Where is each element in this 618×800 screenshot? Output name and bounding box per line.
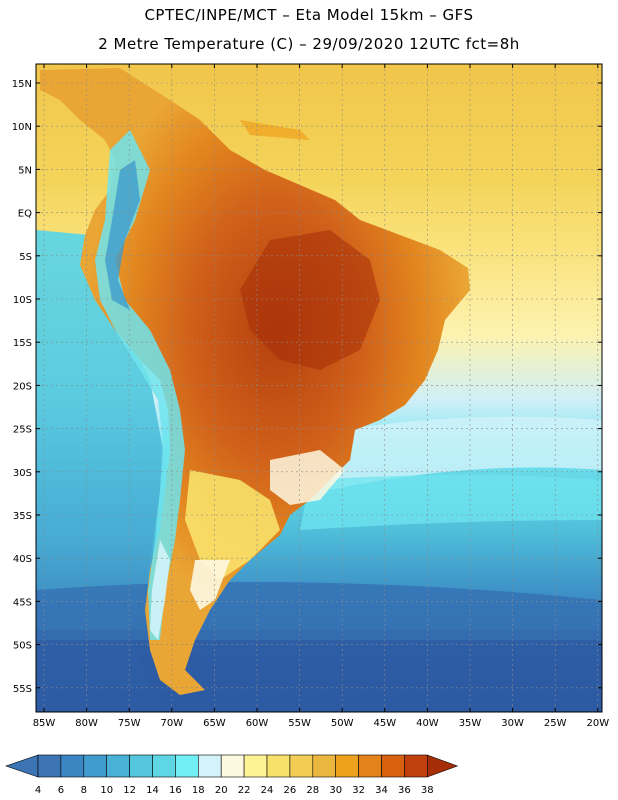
- colorbar-arrow-right: [426, 754, 459, 778]
- lat-label: 45S: [13, 597, 32, 608]
- lat-label: 10N: [12, 122, 32, 133]
- colorbar-tick-label: 10: [100, 785, 113, 796]
- continent-landmass: [40, 68, 470, 695]
- map-title-line2: 2 Metre Temperature (C) – 29/09/2020 12U…: [98, 35, 520, 53]
- colorbar-segment: [175, 754, 199, 778]
- lon-label: 70W: [160, 718, 183, 729]
- colorbar-segment: [106, 754, 130, 778]
- lat-label: 5S: [19, 252, 32, 263]
- colorbar-segment: [220, 754, 245, 778]
- lat-label: 55S: [13, 684, 32, 695]
- colorbar-segment: [289, 754, 314, 778]
- map-frame: [35, 63, 603, 713]
- map-field: [36, 64, 602, 712]
- colorbar-tick-label: 34: [375, 785, 388, 796]
- colorbar-tick-label: 28: [306, 785, 319, 796]
- colorbar-tick-label: 8: [81, 785, 87, 796]
- colorbar-segment: [83, 754, 108, 778]
- lon-label: 20W: [586, 718, 609, 729]
- colorbar-segment: [243, 754, 268, 778]
- lat-label: 10S: [13, 295, 32, 306]
- lon-label: 55W: [288, 718, 311, 729]
- lat-label: 30S: [13, 468, 32, 479]
- lat-label: EQ: [18, 209, 32, 220]
- colorbar-tick-label: 24: [261, 785, 274, 796]
- colorbar-tick-label: 14: [146, 785, 159, 796]
- colorbar-tick-label: 30: [329, 785, 342, 796]
- colorbar-tick-label: 26: [284, 785, 297, 796]
- lon-label: 40W: [416, 718, 439, 729]
- lon-label: 50W: [331, 718, 354, 729]
- colorbar-segment: [381, 754, 405, 778]
- colorbar-segment: [404, 754, 428, 778]
- colorbar-tick-label: 20: [215, 785, 228, 796]
- lon-label: 25W: [544, 718, 567, 729]
- colorbar: 4 6 8 10 12 14 16 18 20 22 24 26 28 30 32 34 36 38: [5, 754, 459, 796]
- colorbar-tick-label: 12: [123, 785, 136, 796]
- lat-label: 40S: [13, 554, 32, 565]
- colorbar-tick-label: 16: [169, 785, 182, 796]
- colorbar-tick-label: 22: [238, 785, 251, 796]
- lon-label: 35W: [459, 718, 482, 729]
- lat-label: 20S: [13, 381, 32, 392]
- lat-label: 15N: [12, 79, 32, 90]
- colorbar-tick-label: 18: [192, 785, 205, 796]
- colorbar-segment: [60, 754, 85, 778]
- lon-label: 85W: [33, 718, 56, 729]
- colorbar-segment: [266, 754, 291, 778]
- lat-label: 50S: [13, 641, 32, 652]
- latitude-axis: 15N 10N 5N EQ 5S 10S 15S 20S 25S 30S 35S 40S 45S 50S 5…: [12, 79, 602, 695]
- lon-label: 60W: [246, 718, 269, 729]
- colorbar-segment: [198, 754, 222, 778]
- lat-label: 25S: [13, 425, 32, 436]
- colorbar-arrow-left: [5, 754, 39, 778]
- colorbar-segment: [312, 754, 336, 778]
- colorbar-tick-label: 36: [398, 785, 411, 796]
- longitude-axis: 85W 80W 75W 70W 65W 60W 55W 50W 45W 40W 35W 30W 25W 2…: [33, 64, 609, 729]
- colorbar-segment: [152, 754, 176, 778]
- lat-label: 15S: [13, 338, 32, 349]
- colorbar-segment: [358, 754, 382, 778]
- colorbar-tick-label: 32: [352, 785, 365, 796]
- colorbar-tick-label: 6: [58, 785, 64, 796]
- lat-label: 5N: [18, 165, 32, 176]
- colorbar-segment: [335, 754, 359, 778]
- lon-label: 75W: [118, 718, 141, 729]
- lon-label: 30W: [501, 718, 524, 729]
- lon-label: 65W: [203, 718, 226, 729]
- map-title-line1: CPTEC/INPE/MCT – Eta Model 15km – GFS: [144, 6, 474, 24]
- colorbar-segment: [129, 754, 153, 778]
- colorbar-segment: [37, 754, 62, 778]
- lat-label: 35S: [13, 511, 32, 522]
- lon-label: 45W: [373, 718, 396, 729]
- colorbar-tick-label: 4: [35, 785, 41, 796]
- graticule: [36, 64, 602, 712]
- colorbar-tick-label: 38: [421, 785, 434, 796]
- lon-label: 80W: [75, 718, 98, 729]
